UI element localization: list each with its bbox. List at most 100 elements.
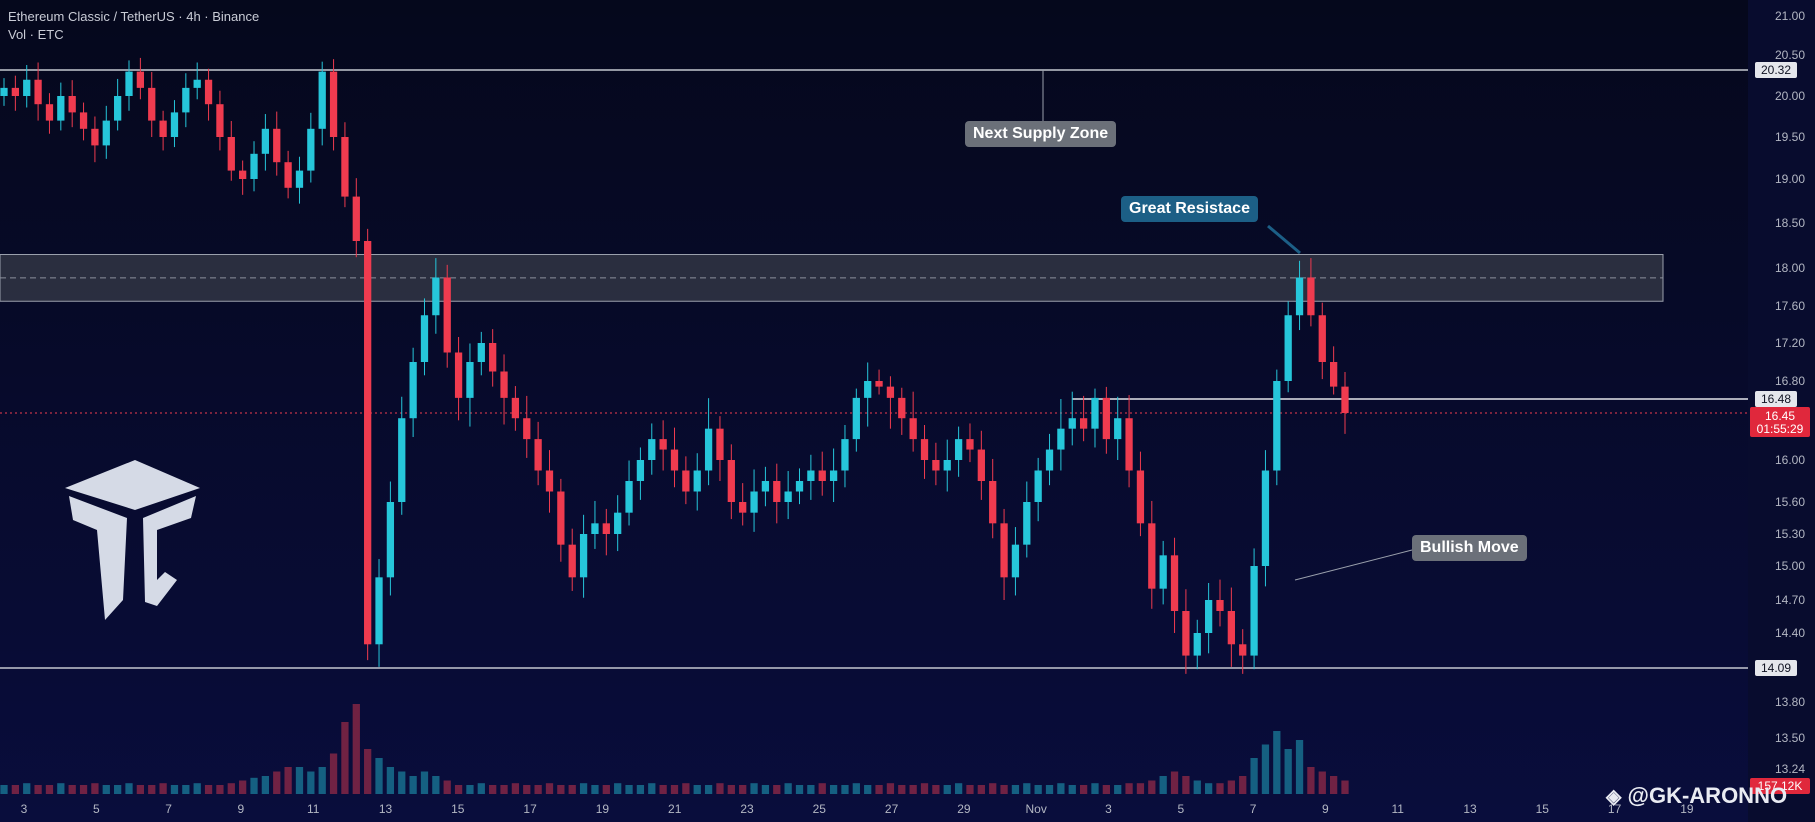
volume-bar [307, 771, 315, 794]
volume-bar [454, 785, 463, 794]
candle-body [1261, 470, 1270, 566]
candle-body [1023, 502, 1031, 545]
candle-body [784, 491, 792, 502]
x-tick-label: 17 [1608, 802, 1622, 816]
volume-bar [954, 783, 963, 794]
x-tick-label: 15 [1536, 802, 1550, 816]
current-price-tag [1750, 407, 1810, 437]
candle-body [920, 439, 929, 460]
volume-bar [932, 785, 940, 794]
candle-body [284, 162, 292, 188]
volume-bar [818, 783, 826, 794]
volume-bar [534, 785, 542, 794]
candle-body [170, 112, 179, 137]
candle-body [739, 502, 747, 513]
resistance-callout-connector [1267, 224, 1301, 255]
volume-bar [909, 785, 917, 794]
volume-bar [648, 783, 656, 794]
candle-body [954, 439, 963, 460]
volume-bar [386, 767, 395, 794]
volume-bar [193, 783, 201, 794]
candle-body [841, 439, 849, 471]
candle-body [716, 428, 724, 460]
volume-bar [773, 785, 781, 794]
candle-body [1182, 611, 1190, 656]
x-tick-label: 27 [885, 802, 899, 816]
volume-bar [1034, 785, 1042, 794]
resistance-callout[interactable]: Great Resistace [1121, 196, 1258, 222]
candle-body [34, 79, 42, 105]
volume-bar [795, 785, 804, 794]
supply-zone-callout[interactable]: Next Supply Zone [965, 121, 1117, 147]
candle-body [977, 449, 985, 481]
volume-bar [579, 783, 588, 794]
watermark-text: @GK-ARONNO [1627, 783, 1788, 808]
volume-bar [1341, 780, 1349, 794]
volume-bar [239, 780, 247, 794]
x-tick-label: 3 [1105, 802, 1112, 816]
volume-bar [670, 785, 679, 794]
candle-body [1329, 362, 1338, 387]
candle-body [216, 104, 224, 137]
volume-bar [216, 785, 224, 794]
x-tick-label: 5 [1177, 802, 1184, 816]
candle-body [386, 502, 395, 578]
volume-bar [1273, 731, 1281, 794]
volume-bar [102, 785, 110, 794]
volume-bar [125, 783, 133, 794]
volume-bar [1182, 776, 1190, 794]
volume-bar [727, 785, 735, 794]
volume-bar [261, 776, 270, 794]
volume-bar [1091, 783, 1099, 794]
candle-body [114, 96, 122, 121]
volume-bar [1159, 776, 1167, 794]
candle-body [409, 362, 417, 419]
price-level-label: 16.48 [1761, 392, 1791, 406]
candle-body [579, 534, 588, 578]
candle-body [375, 577, 383, 645]
candle-body [1204, 600, 1213, 633]
volume-bar [1000, 785, 1008, 794]
x-tick-label: 7 [165, 802, 172, 816]
candle-body [193, 79, 201, 88]
candle-body [1136, 470, 1145, 524]
volume-bar [1079, 785, 1088, 794]
candle-body [614, 512, 622, 534]
candle-body [227, 137, 235, 171]
candle-body [1239, 644, 1247, 656]
volume-bar [227, 783, 235, 794]
volume-bar [45, 785, 54, 794]
volume-value-tag [1750, 778, 1810, 794]
x-tick-label: Nov [1026, 802, 1047, 816]
volume-bar [318, 767, 326, 794]
volume-bar [477, 783, 485, 794]
candle-body [943, 460, 951, 471]
candle-body [807, 470, 815, 481]
candle-body [68, 96, 76, 113]
volume-bar [659, 785, 667, 794]
candle-body [1307, 277, 1315, 316]
volume-bar [1239, 776, 1247, 794]
volume-bar [693, 785, 701, 794]
candle-body [23, 79, 31, 96]
price-level-tag [1755, 62, 1797, 78]
volume-bar [682, 783, 690, 794]
candle-body [795, 481, 804, 492]
y-tick-label: 15.60 [1775, 495, 1805, 509]
candle-body [659, 439, 667, 450]
candle-body [1193, 633, 1201, 656]
candle-body [773, 481, 781, 502]
bullish-move-callout[interactable]: Bullish Move [1412, 535, 1527, 561]
volume-bar [500, 785, 508, 794]
volume-bar [784, 783, 792, 794]
bullish-callout-connector [1294, 549, 1413, 581]
volume-bar [966, 785, 974, 794]
candle-body [318, 71, 326, 129]
candle-body [602, 523, 610, 534]
x-tick-label: 9 [238, 802, 245, 816]
y-tick-label: 15.30 [1775, 527, 1805, 541]
candle-body [829, 470, 838, 481]
volume-bar [864, 785, 872, 794]
